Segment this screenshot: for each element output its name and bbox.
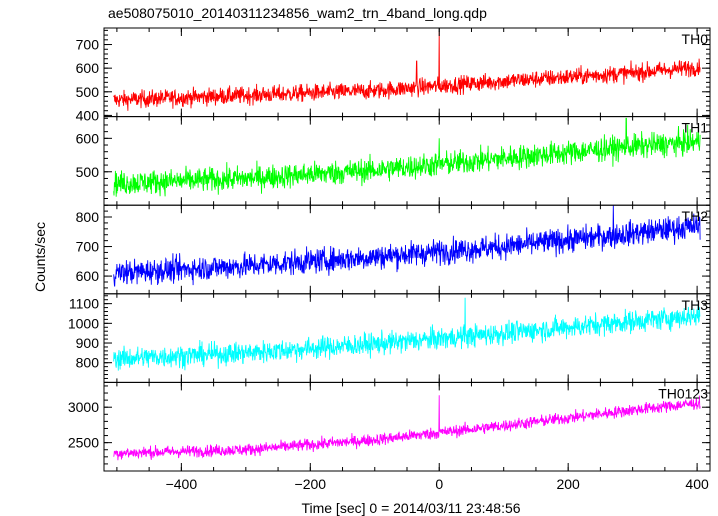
panel-frame [103, 381, 711, 472]
panel-frame [103, 204, 711, 295]
series-th1 [113, 117, 701, 197]
panel-label-th0123: TH0123 [658, 385, 708, 401]
y-tick-label: 3000 [68, 399, 99, 415]
y-axis-label: Counts/sec [32, 222, 48, 292]
y-tick-label: 800 [76, 355, 100, 371]
series-th0123 [113, 395, 701, 461]
y-tick-label: 1000 [68, 315, 99, 331]
panels-group: 400 500 600 700 TH0 500 600 TH1 600 700 800 TH2 800 9… [68, 27, 711, 492]
x-tick-label: −400 [166, 476, 198, 492]
x-tick-label: 400 [685, 476, 709, 492]
series-th0 [113, 31, 701, 111]
panel-label-th2: TH2 [682, 208, 709, 224]
y-tick-label: 800 [76, 209, 100, 225]
x-tick-label: −200 [295, 476, 327, 492]
chart-title: ae508075010_20140311234856_wam2_trn_4ban… [108, 5, 487, 21]
x-tick-label: 0 [435, 476, 443, 492]
y-tick-label: 700 [76, 37, 100, 53]
x-tick-label: 200 [556, 476, 580, 492]
y-tick-label: 2500 [68, 435, 99, 451]
panel-label-th3: TH3 [682, 297, 709, 313]
panel-frame [103, 116, 711, 206]
panel-th2: 600 700 800 TH2 [76, 204, 711, 295]
panel-th0: 400 500 600 700 TH0 [76, 27, 711, 123]
y-tick-label: 1100 [69, 296, 99, 312]
y-tick-label: 600 [76, 130, 100, 146]
y-tick-label: 400 [76, 107, 100, 123]
panel-label-th1: TH1 [682, 120, 709, 136]
y-tick-label: 500 [76, 84, 100, 100]
panel-th0123: 2500 3000 TH0123 −400 −200 0 200 400 [68, 381, 711, 492]
series-th2 [113, 205, 701, 287]
panel-th3: 800 900 1000 1100 TH3 [68, 293, 711, 383]
y-tick-label: 600 [76, 60, 100, 76]
panel-label-th0: TH0 [682, 31, 709, 47]
x-axis-label: Time [sec] 0 = 2014/03/11 23:48:56 [301, 500, 520, 516]
y-tick-label: 900 [76, 335, 100, 351]
y-tick-label: 700 [76, 239, 100, 255]
panel-th1: 500 600 TH1 [76, 116, 711, 206]
y-tick-label: 500 [76, 164, 100, 180]
series-th3 [113, 297, 701, 371]
y-tick-label: 600 [76, 268, 100, 284]
